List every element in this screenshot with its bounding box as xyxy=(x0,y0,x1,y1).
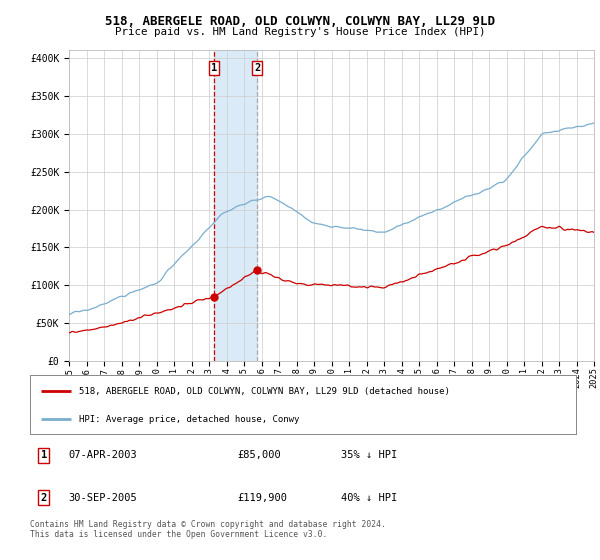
Text: £85,000: £85,000 xyxy=(238,450,281,460)
Text: 518, ABERGELE ROAD, OLD COLWYN, COLWYN BAY, LL29 9LD (detached house): 518, ABERGELE ROAD, OLD COLWYN, COLWYN B… xyxy=(79,386,450,395)
Text: HPI: Average price, detached house, Conwy: HPI: Average price, detached house, Conw… xyxy=(79,415,299,424)
Text: 518, ABERGELE ROAD, OLD COLWYN, COLWYN BAY, LL29 9LD: 518, ABERGELE ROAD, OLD COLWYN, COLWYN B… xyxy=(105,15,495,27)
Text: 1: 1 xyxy=(211,63,217,73)
Bar xyxy=(214,50,257,361)
Text: 35% ↓ HPI: 35% ↓ HPI xyxy=(341,450,397,460)
Text: Price paid vs. HM Land Registry's House Price Index (HPI): Price paid vs. HM Land Registry's House … xyxy=(115,27,485,37)
Text: 1: 1 xyxy=(41,450,47,460)
Text: 07-APR-2003: 07-APR-2003 xyxy=(68,450,137,460)
Text: 2: 2 xyxy=(254,63,260,73)
Text: £119,900: £119,900 xyxy=(238,493,287,503)
Text: 2: 2 xyxy=(41,493,47,503)
Text: Contains HM Land Registry data © Crown copyright and database right 2024.
This d: Contains HM Land Registry data © Crown c… xyxy=(30,520,386,539)
Text: 30-SEP-2005: 30-SEP-2005 xyxy=(68,493,137,503)
Text: 40% ↓ HPI: 40% ↓ HPI xyxy=(341,493,397,503)
